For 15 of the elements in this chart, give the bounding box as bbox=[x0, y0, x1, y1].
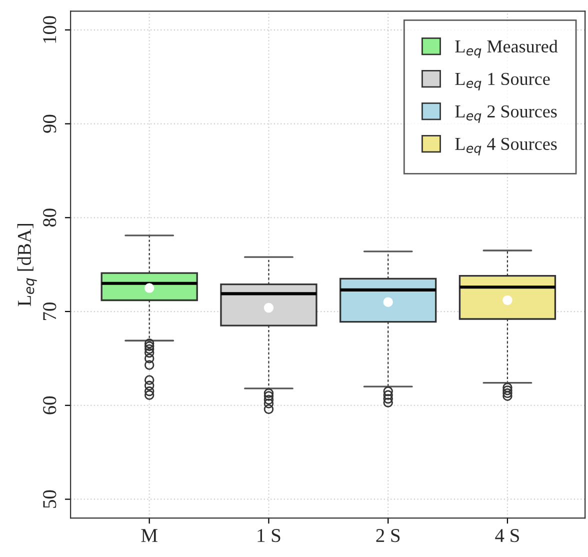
y-tick-label: 70 bbox=[43, 302, 56, 320]
legend-label: L$_{eq}$ 2 Sources bbox=[455, 105, 557, 123]
legend-label: L$_{eq}$ 4 Sources bbox=[455, 138, 557, 156]
y-tick-label: 50 bbox=[43, 490, 56, 508]
x-tick-label: M bbox=[141, 529, 158, 542]
y-tick-label: 100 bbox=[43, 16, 56, 43]
legend-label: L$_{eq}$ 1 Source bbox=[455, 72, 550, 90]
x-tick-label: 2 S bbox=[376, 529, 400, 542]
x-tick-label: 1 S bbox=[258, 529, 280, 542]
y-axis-title: L$_{eq}$ [dBA] bbox=[17, 224, 37, 306]
y-tick-label: 60 bbox=[43, 396, 56, 414]
y-tick-label: 80 bbox=[43, 208, 56, 227]
y-tick-label: 90 bbox=[43, 114, 56, 133]
legend-label: L$_{eq}$ Measured bbox=[455, 40, 558, 58]
x-tick-label: 4 S bbox=[495, 529, 519, 542]
